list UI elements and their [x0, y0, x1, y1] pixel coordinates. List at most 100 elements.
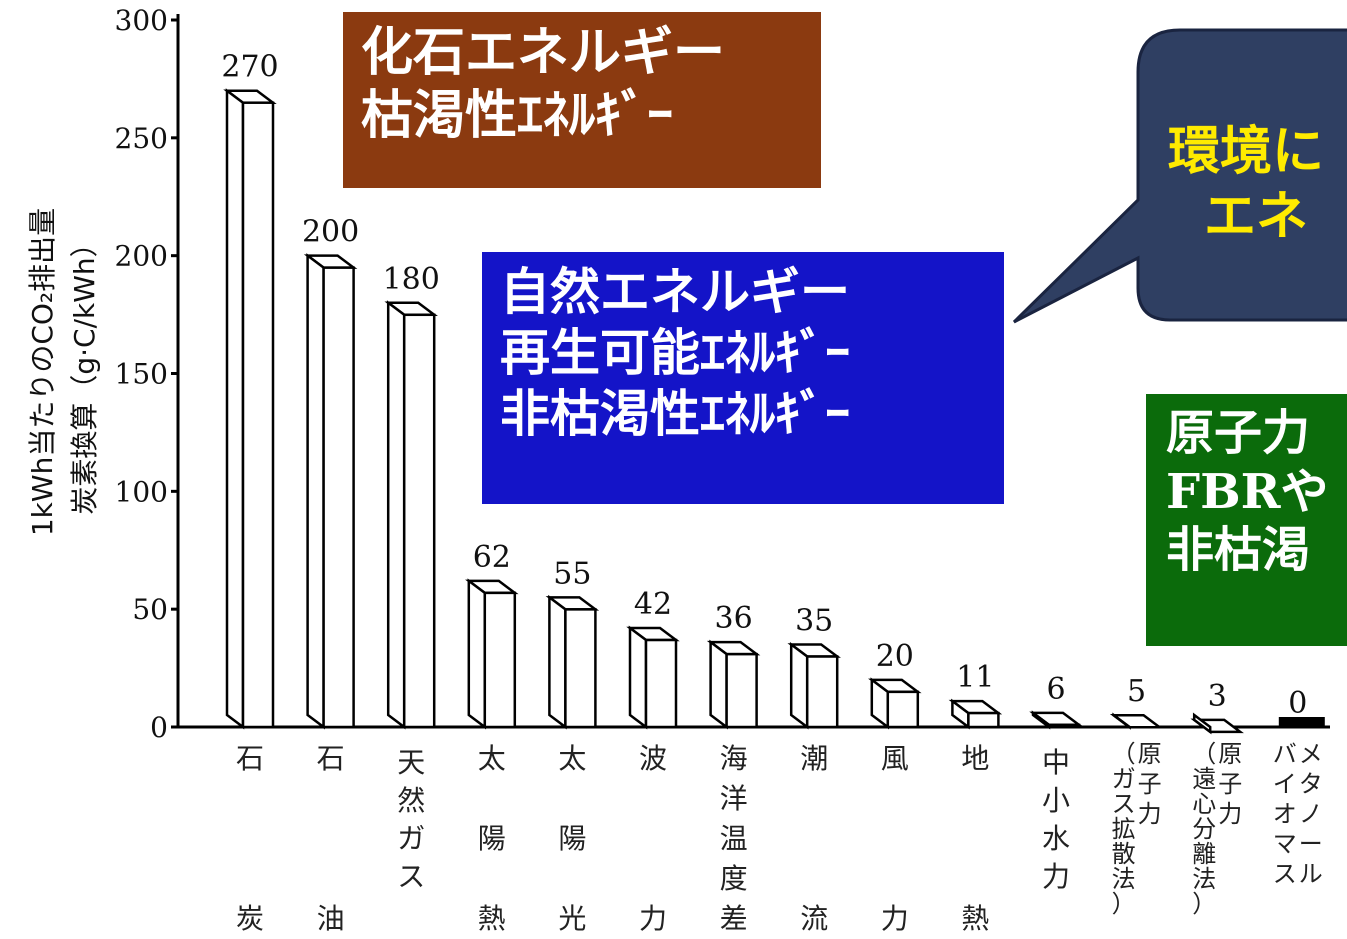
- bar: [303, 253, 358, 730]
- bar-front-face: [1047, 723, 1081, 729]
- speech-callout-shape: [1012, 28, 1347, 324]
- x-category-char: バ: [1273, 740, 1297, 768]
- bar-front-face: [805, 655, 839, 729]
- x-category-char: 風: [881, 742, 909, 775]
- bar-front-face: [483, 591, 517, 729]
- bar-value-label: 0: [1288, 686, 1307, 721]
- bar: [706, 639, 761, 730]
- renewable-energy-subtitle: 再生可能ｴﾈﾙｷﾞｰ: [500, 324, 850, 382]
- y-tick-label: 100: [115, 475, 168, 508]
- bar-value-label: 5: [1127, 674, 1146, 709]
- x-category-char: 洋: [720, 782, 748, 815]
- bar-front-face: [644, 638, 678, 729]
- x-category-char: 天: [397, 746, 425, 779]
- x-category-char: ス: [1273, 860, 1297, 888]
- bar-value-label: 180: [383, 262, 440, 297]
- bar-side-face: [548, 594, 567, 730]
- x-category-char: ）: [1112, 890, 1136, 918]
- callout-line-1: 環境に: [1168, 122, 1325, 182]
- y-tick-label: 0: [150, 711, 168, 744]
- bar-side-face: [225, 88, 245, 730]
- x-category-char: 石: [317, 742, 345, 775]
- x-category-char: ス: [397, 860, 425, 893]
- x-category-char: 油: [317, 902, 345, 935]
- bar: [465, 578, 519, 730]
- y-axis-title-line: 1kWh当たりのCO₂排出量: [26, 208, 59, 536]
- bar-front-face: [725, 652, 758, 729]
- y-tick-label: 200: [115, 240, 168, 273]
- y-tick-label: 150: [115, 358, 168, 391]
- speech-callout: [1012, 28, 1347, 324]
- bar-side-face: [1112, 712, 1131, 730]
- y-axis-title-line: 炭素換算（g·C/kWh）: [68, 229, 101, 514]
- x-category-char: 子: [1138, 770, 1162, 798]
- bar: [948, 698, 1003, 730]
- bar: [1029, 710, 1083, 730]
- bar-value-label: 6: [1046, 672, 1065, 707]
- x-category-char: 散: [1112, 840, 1136, 868]
- bar-zero-block: [1278, 717, 1325, 727]
- bar: [1278, 717, 1325, 727]
- fossil-energy-subtitle: 枯渇性ｴﾈﾙｷﾞｰ: [361, 86, 674, 147]
- x-category-char: 海: [720, 742, 748, 775]
- bar: [787, 642, 841, 730]
- bar: [1190, 712, 1244, 735]
- bar-side-face: [709, 639, 728, 730]
- bar-front-face: [564, 608, 597, 729]
- natural-energy-label: 自然エネルギー 再生可能ｴﾈﾙｷﾞｰ 非枯渇性ｴﾈﾙｷﾞｰ: [482, 252, 1004, 504]
- x-category-char: 陽: [478, 822, 506, 855]
- x-category-char: マ: [1273, 830, 1297, 858]
- nuclear-energy-title: 原子力: [1166, 405, 1311, 461]
- bar-front-face: [402, 313, 436, 729]
- bar-value-label: 20: [876, 639, 914, 674]
- fossil-energy-title: 化石エネルギー: [361, 23, 726, 83]
- bar: [1109, 712, 1164, 730]
- x-category-char: 差: [720, 902, 748, 935]
- x-category-char: 流: [800, 902, 828, 935]
- nuclear-energy-label: 原子力 FBRや 非枯渇: [1146, 394, 1347, 646]
- x-category-char: 然: [397, 784, 425, 817]
- x-category-char: ー: [1299, 830, 1323, 858]
- non-depletable-line: 非枯渇: [1166, 522, 1311, 579]
- x-category-char: ノ: [1299, 800, 1323, 828]
- x-category-char: ガ: [397, 822, 425, 855]
- x-category-char: 力: [881, 902, 909, 935]
- bar: [384, 300, 438, 730]
- y-tick-label: 250: [115, 122, 168, 155]
- x-category-char: ル: [1299, 860, 1323, 888]
- x-category-char: 分: [1192, 815, 1216, 843]
- x-category-char: 温: [720, 822, 748, 855]
- bar-value-label: 270: [221, 50, 278, 85]
- bar-value-label: 11: [956, 660, 994, 695]
- x-category-char: 力: [1138, 800, 1162, 828]
- y-tick-label: 50: [132, 593, 168, 626]
- bar-value-label: 42: [634, 587, 672, 622]
- x-category-char: 法: [1112, 865, 1136, 893]
- x-category-char: 地: [961, 742, 989, 775]
- x-category-char: 遠: [1192, 765, 1216, 793]
- x-category-char: ）: [1192, 890, 1216, 918]
- x-category-char: 力: [639, 902, 667, 935]
- bar: [868, 677, 922, 730]
- x-category-char: 石: [236, 742, 264, 775]
- x-category-char: オ: [1273, 800, 1297, 828]
- bar-side-face: [306, 253, 325, 730]
- x-category-char: 太: [558, 742, 586, 775]
- x-category-char: 潮: [800, 742, 828, 775]
- x-category-char: 水: [1042, 822, 1070, 855]
- x-category-char: 光: [558, 902, 586, 935]
- x-category-char: 熱: [478, 902, 506, 935]
- x-category-char: ガ: [1112, 765, 1136, 793]
- bar: [545, 594, 600, 730]
- fbr-line: FBRや: [1166, 463, 1329, 520]
- non-depletable-energy-subtitle: 非枯渇性ｴﾈﾙｷﾞｰ: [500, 385, 850, 443]
- x-category-char: タ: [1299, 770, 1323, 798]
- bar-value-label: 200: [302, 215, 359, 250]
- x-category-char: 子: [1218, 770, 1242, 798]
- x-category-char: 原: [1138, 740, 1162, 768]
- x-category-char: 太: [478, 742, 506, 775]
- bar-front-face: [322, 266, 355, 729]
- bar-side-face: [628, 625, 648, 730]
